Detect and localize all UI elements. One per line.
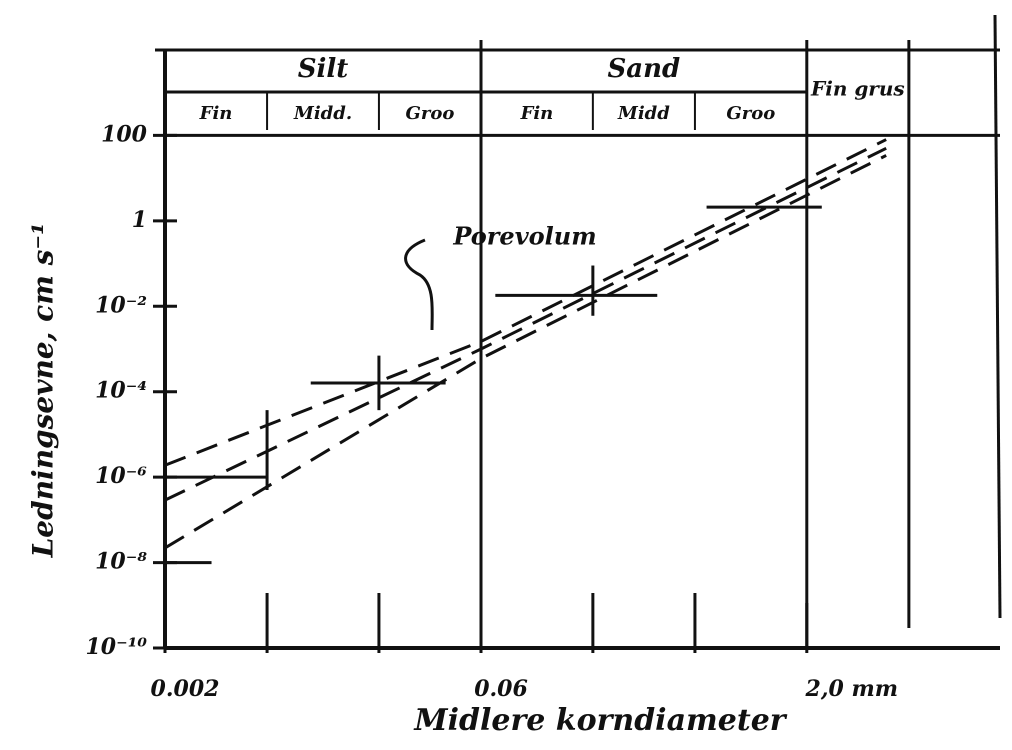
- class-label: Sand: [608, 54, 681, 84]
- y-tick-label: 10⁻⁴: [95, 378, 147, 404]
- annotation-pointer: [406, 240, 433, 330]
- y-tick-label: 10⁻²: [95, 292, 147, 318]
- subclass-label: Fin: [520, 103, 554, 124]
- dashed-line: [165, 155, 886, 548]
- class-label: Fin grus: [810, 77, 905, 101]
- x-tick-label: 0.06: [474, 676, 528, 702]
- subclass-label: Fin: [199, 103, 233, 124]
- x-tick-label: 0.002: [151, 676, 220, 702]
- chart: Midlere korndiameter Ledningsevne, cm s⁻…: [0, 0, 1012, 750]
- subclass-label: Groo: [406, 103, 455, 124]
- subclass-label: Midd.: [293, 103, 352, 124]
- dashed-line: [165, 148, 886, 500]
- y-tick-label: 10⁻¹⁰: [86, 634, 148, 660]
- right-border: [995, 15, 1000, 618]
- y-tick-label: 1: [132, 207, 147, 233]
- y-tick-label: 100: [101, 121, 148, 147]
- x-tick-label: 2,0 mm: [805, 676, 899, 702]
- subclass-label: Midd: [617, 103, 670, 124]
- y-tick-label: 10⁻⁶: [95, 463, 147, 489]
- subclass-label: Groo: [726, 103, 775, 124]
- page: Midlere korndiameter Ledningsevne, cm s⁻…: [0, 0, 1012, 750]
- x-axis-label: Midlere korndiameter: [413, 703, 787, 738]
- dashed-line: [165, 140, 886, 466]
- class-label: Silt: [298, 54, 349, 84]
- y-tick-label: 10⁻⁸: [95, 549, 147, 575]
- annotation: Porevolum: [452, 222, 596, 251]
- y-axis-label: Ledningsevne, cm s⁻¹: [27, 223, 60, 559]
